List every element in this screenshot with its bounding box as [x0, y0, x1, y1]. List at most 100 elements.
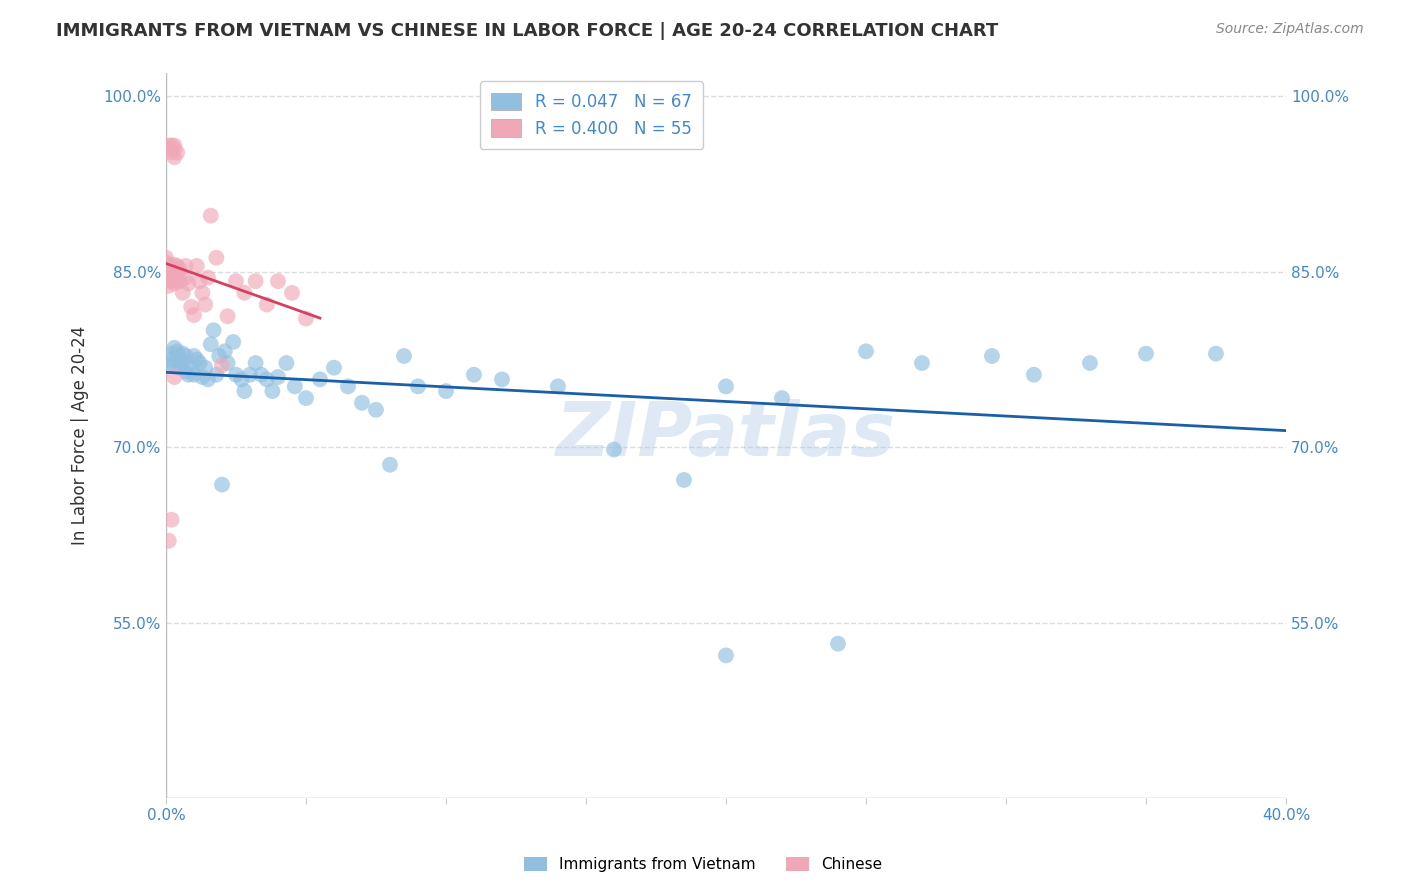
Point — [211, 477, 233, 491]
Point — [392, 349, 415, 363]
Point — [160, 274, 183, 288]
Point — [194, 297, 217, 311]
Point — [160, 145, 183, 160]
Point — [160, 346, 183, 360]
Point — [172, 346, 194, 360]
Point — [160, 259, 183, 273]
Point — [364, 402, 387, 417]
Point — [911, 356, 934, 370]
Point — [205, 251, 228, 265]
Point — [157, 359, 180, 373]
Point — [186, 352, 208, 367]
Point — [163, 258, 186, 272]
Point — [155, 251, 177, 265]
Point — [855, 344, 877, 359]
Point — [166, 274, 188, 288]
Point — [169, 274, 191, 288]
Point — [163, 265, 186, 279]
Point — [378, 458, 401, 472]
Point — [163, 142, 186, 156]
Point — [672, 473, 695, 487]
Point — [463, 368, 485, 382]
Point — [160, 268, 183, 283]
Point — [217, 356, 239, 370]
Text: ZIPatlas: ZIPatlas — [555, 399, 896, 472]
Point — [177, 368, 200, 382]
Point — [1022, 368, 1045, 382]
Point — [157, 138, 180, 153]
Point — [157, 142, 180, 156]
Point — [197, 372, 219, 386]
Point — [172, 285, 194, 300]
Point — [166, 259, 188, 273]
Point — [295, 391, 318, 405]
Point — [180, 300, 202, 314]
Point — [157, 258, 180, 272]
Point — [160, 267, 183, 281]
Point — [233, 384, 256, 398]
Point — [169, 352, 191, 367]
Point — [233, 285, 256, 300]
Point — [714, 379, 737, 393]
Point — [166, 349, 188, 363]
Point — [250, 368, 273, 382]
Legend: R = 0.047   N = 67, R = 0.400   N = 55: R = 0.047 N = 67, R = 0.400 N = 55 — [479, 81, 703, 149]
Point — [163, 370, 186, 384]
Point — [295, 311, 318, 326]
Point — [174, 349, 197, 363]
Point — [160, 352, 183, 367]
Point — [172, 356, 194, 370]
Point — [200, 209, 222, 223]
Point — [197, 270, 219, 285]
Point — [169, 360, 191, 375]
Point — [217, 310, 239, 324]
Point — [183, 368, 205, 382]
Point — [434, 384, 457, 398]
Point — [155, 259, 177, 273]
Point — [406, 379, 429, 393]
Point — [174, 270, 197, 285]
Legend: Immigrants from Vietnam, Chinese: Immigrants from Vietnam, Chinese — [516, 849, 890, 880]
Point — [309, 372, 332, 386]
Point — [163, 270, 186, 285]
Point — [157, 533, 180, 548]
Point — [200, 337, 222, 351]
Point — [166, 265, 188, 279]
Point — [157, 265, 180, 279]
Point — [180, 360, 202, 375]
Point — [169, 262, 191, 277]
Point — [183, 308, 205, 322]
Point — [174, 364, 197, 378]
Point — [214, 344, 236, 359]
Point — [491, 372, 513, 386]
Point — [323, 360, 346, 375]
Point — [188, 356, 211, 370]
Point — [166, 344, 188, 359]
Point — [231, 372, 253, 386]
Point — [160, 513, 183, 527]
Point — [714, 648, 737, 663]
Point — [163, 150, 186, 164]
Point — [1078, 356, 1101, 370]
Point — [245, 274, 267, 288]
Point — [157, 278, 180, 293]
Point — [245, 356, 267, 370]
Point — [163, 359, 186, 373]
Point — [211, 359, 233, 373]
Point — [827, 637, 849, 651]
Point — [166, 145, 188, 160]
Point — [256, 297, 278, 311]
Text: Source: ZipAtlas.com: Source: ZipAtlas.com — [1216, 22, 1364, 37]
Point — [155, 255, 177, 269]
Point — [205, 368, 228, 382]
Point — [160, 138, 183, 153]
Text: IMMIGRANTS FROM VIETNAM VS CHINESE IN LABOR FORCE | AGE 20-24 CORRELATION CHART: IMMIGRANTS FROM VIETNAM VS CHINESE IN LA… — [56, 22, 998, 40]
Point — [1135, 346, 1157, 360]
Point — [163, 341, 186, 355]
Point — [284, 379, 307, 393]
Point — [225, 368, 247, 382]
Point — [188, 274, 211, 288]
Y-axis label: In Labor Force | Age 20-24: In Labor Force | Age 20-24 — [72, 326, 89, 545]
Point — [163, 277, 186, 291]
Point — [256, 372, 278, 386]
